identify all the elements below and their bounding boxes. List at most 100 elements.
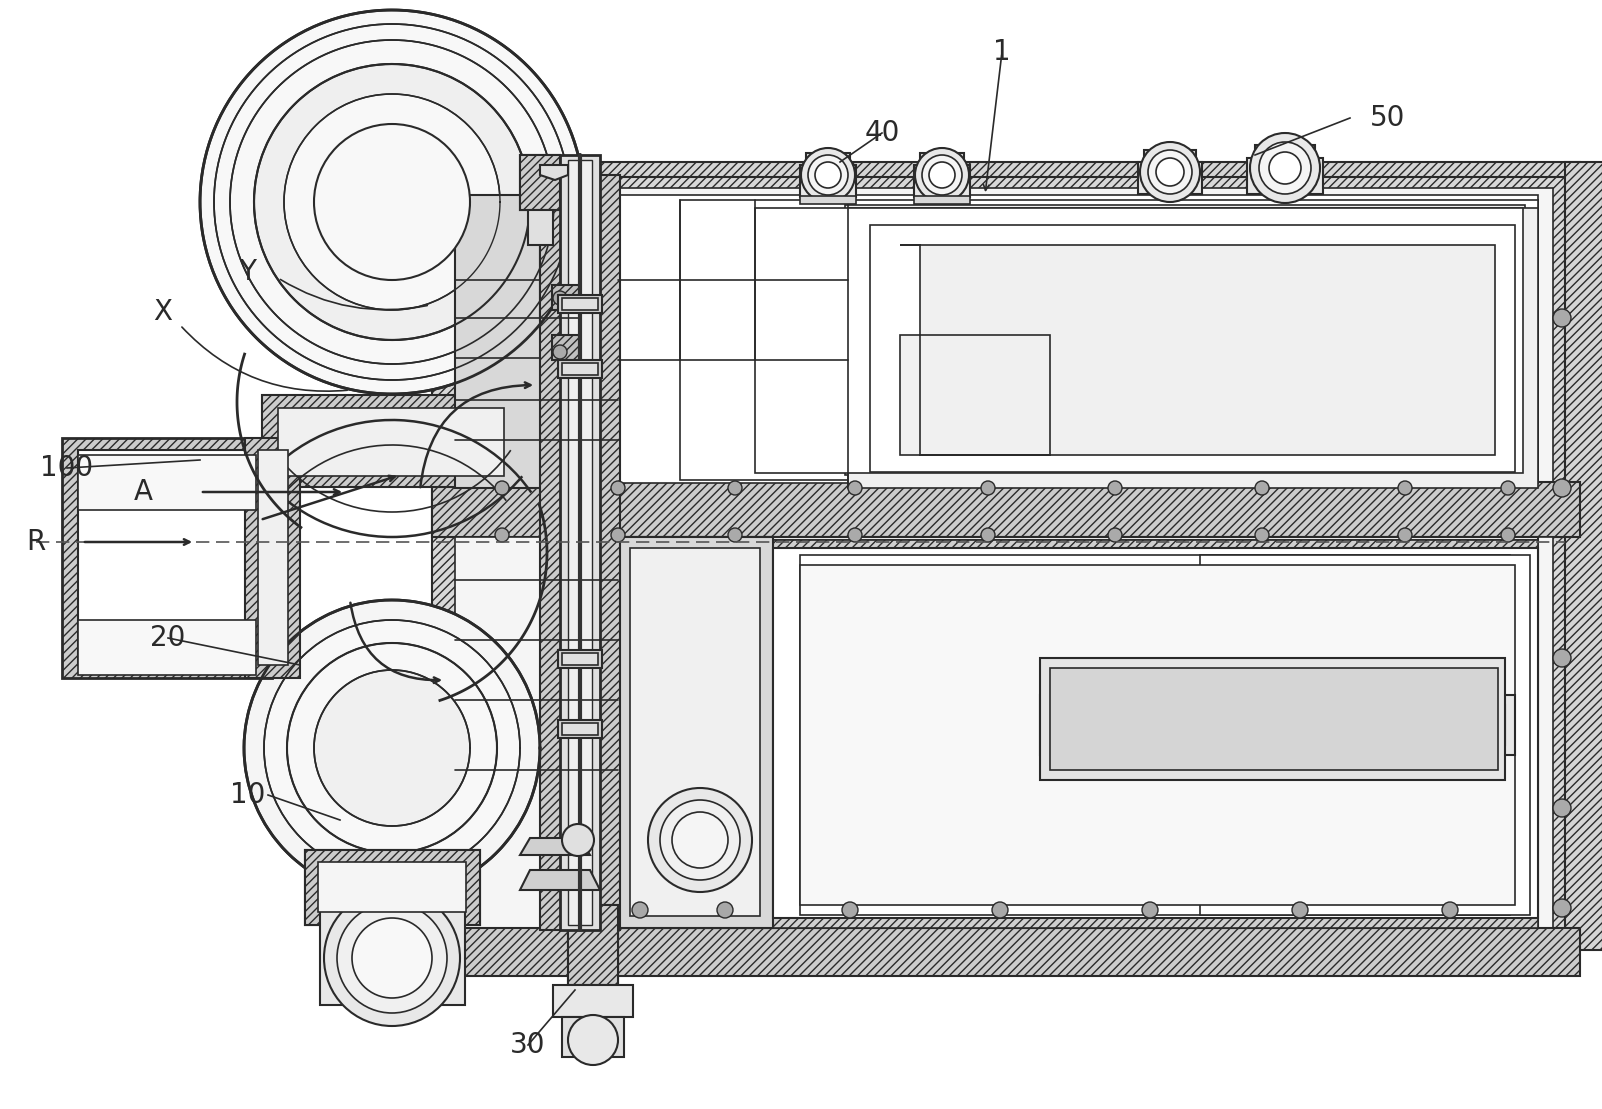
Circle shape	[1501, 481, 1515, 495]
Circle shape	[324, 891, 460, 1026]
Circle shape	[1109, 481, 1121, 495]
Circle shape	[1157, 157, 1184, 186]
Circle shape	[727, 481, 742, 495]
Bar	[553, 335, 580, 360]
Bar	[279, 408, 505, 476]
Bar	[319, 862, 466, 912]
Bar	[618, 537, 774, 837]
Circle shape	[847, 481, 862, 495]
Text: 20: 20	[151, 624, 186, 652]
Bar	[521, 155, 561, 210]
Polygon shape	[1049, 668, 1498, 770]
Bar	[755, 208, 1524, 474]
Bar	[562, 1017, 625, 1057]
Text: Y: Y	[240, 258, 256, 286]
Circle shape	[1269, 152, 1301, 184]
Circle shape	[1399, 481, 1411, 495]
Bar	[915, 165, 969, 197]
Bar	[433, 928, 1580, 976]
Text: 40: 40	[865, 119, 900, 147]
Bar	[915, 196, 969, 204]
Bar	[618, 537, 774, 837]
Circle shape	[843, 902, 859, 918]
Circle shape	[980, 528, 995, 542]
Circle shape	[314, 670, 469, 826]
Bar	[562, 723, 598, 735]
Bar	[844, 205, 1525, 475]
Circle shape	[1501, 528, 1515, 542]
Circle shape	[1109, 528, 1121, 542]
Bar	[1056, 705, 1504, 745]
Bar	[630, 548, 759, 916]
Bar	[569, 905, 618, 985]
Bar	[557, 360, 602, 378]
Circle shape	[718, 902, 734, 918]
Circle shape	[244, 600, 540, 896]
Bar	[78, 450, 256, 665]
Bar	[245, 438, 300, 678]
Circle shape	[1552, 899, 1572, 917]
Circle shape	[1552, 649, 1572, 667]
Bar	[557, 720, 602, 737]
Bar	[618, 195, 1538, 484]
Circle shape	[495, 528, 509, 542]
Polygon shape	[1040, 658, 1504, 780]
Polygon shape	[847, 208, 1538, 488]
Circle shape	[562, 824, 594, 856]
Bar	[920, 153, 964, 167]
Bar	[569, 905, 618, 985]
Circle shape	[264, 620, 521, 876]
Circle shape	[992, 902, 1008, 918]
Polygon shape	[521, 838, 590, 855]
Circle shape	[287, 643, 497, 853]
Polygon shape	[455, 195, 618, 488]
Circle shape	[255, 64, 530, 340]
Circle shape	[553, 291, 567, 305]
Bar	[78, 620, 256, 675]
Bar	[553, 285, 580, 311]
Circle shape	[647, 788, 751, 892]
Circle shape	[1254, 481, 1269, 495]
Circle shape	[314, 124, 469, 279]
Bar	[258, 450, 288, 665]
Text: 10: 10	[231, 781, 266, 808]
Bar	[799, 165, 855, 197]
Text: X: X	[154, 298, 173, 326]
Bar	[304, 849, 481, 925]
Bar	[455, 189, 1552, 486]
Bar	[1254, 145, 1315, 160]
Circle shape	[633, 902, 647, 918]
Circle shape	[923, 155, 961, 195]
Circle shape	[284, 94, 500, 311]
Text: 100: 100	[40, 454, 93, 482]
Polygon shape	[870, 225, 1515, 472]
Polygon shape	[799, 564, 1515, 905]
Circle shape	[1142, 902, 1158, 918]
Circle shape	[215, 24, 570, 380]
Bar	[774, 540, 1538, 928]
Bar	[561, 155, 601, 930]
Bar	[320, 895, 465, 1005]
Polygon shape	[540, 165, 569, 180]
Bar	[774, 540, 1538, 928]
Bar	[1200, 554, 1530, 915]
Circle shape	[495, 481, 509, 495]
Bar	[455, 537, 1552, 932]
Polygon shape	[521, 869, 601, 891]
Circle shape	[553, 345, 567, 359]
Circle shape	[336, 903, 447, 1013]
Bar	[433, 175, 1580, 950]
Bar	[62, 438, 272, 678]
Bar	[562, 298, 598, 311]
Bar	[557, 295, 602, 313]
Circle shape	[200, 10, 585, 394]
Circle shape	[915, 147, 969, 202]
Bar	[529, 210, 553, 245]
Text: R: R	[26, 528, 45, 556]
Bar	[562, 363, 598, 375]
Circle shape	[569, 1015, 618, 1065]
Circle shape	[1254, 528, 1269, 542]
Circle shape	[1399, 528, 1411, 542]
Text: 50: 50	[1370, 104, 1405, 132]
Circle shape	[610, 481, 625, 495]
